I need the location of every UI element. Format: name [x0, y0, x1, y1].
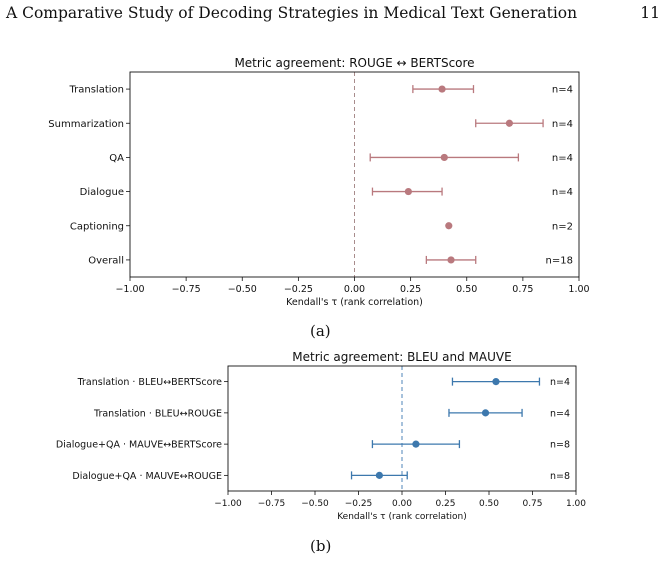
row-label: Translation · BLEU↔BERTScore — [77, 377, 223, 388]
data-point — [481, 409, 490, 417]
x-tick-label: −1.00 — [214, 499, 242, 509]
sample-size-label: n=4 — [552, 153, 573, 164]
x-axis-label: Kendall's τ (rank correlation) — [286, 297, 423, 308]
x-tick-label: 0.00 — [344, 284, 365, 295]
x-tick-label: 0.00 — [392, 499, 412, 509]
x-tick-label: −1.00 — [115, 284, 144, 295]
x-tick-label: −0.25 — [284, 284, 313, 295]
x-tick-label: −0.50 — [301, 499, 329, 509]
sample-size-label: n=2 — [552, 221, 573, 232]
sample-size-label: n=18 — [546, 255, 573, 266]
sample-size-label: n=4 — [552, 119, 573, 130]
chart-b: Metric agreement: BLEU and MAUVE Translat… — [56, 350, 586, 522]
row-label: Dialogue — [80, 187, 124, 198]
x-axis-label: Kendall's τ (rank correlation) — [337, 512, 467, 522]
data-point — [440, 153, 448, 162]
x-tick-label: 0.75 — [522, 499, 542, 509]
row-label: Dialogue+QA · MAUVE↔BERTScore — [56, 440, 222, 451]
data-point — [447, 256, 455, 264]
row-label: Dialogue+QA · MAUVE↔ROUGE — [72, 471, 222, 482]
sample-size-label: n=4 — [550, 377, 570, 388]
caption-b: (b) — [310, 537, 332, 555]
x-tick-label: 0.50 — [479, 499, 499, 509]
data-point — [505, 119, 514, 127]
sample-size-label: n=4 — [550, 408, 570, 419]
sample-size-label: n=8 — [550, 471, 570, 482]
x-tick-label: 1.00 — [566, 499, 586, 509]
sample-size-label: n=4 — [552, 187, 573, 198]
page-number: 11 — [640, 4, 660, 22]
x-tick-label: 1.00 — [568, 284, 589, 295]
chart-title: Metric agreement: BLEU and MAUVE — [292, 350, 511, 364]
data-point — [412, 440, 420, 448]
data-point — [492, 378, 500, 386]
x-tick-label: −0.75 — [258, 499, 286, 509]
chart-title: Metric agreement: ROUGE ↔ BERTScore — [234, 56, 474, 70]
x-tick-label: −0.25 — [345, 499, 373, 509]
sample-size-label: n=4 — [552, 85, 573, 96]
x-tick-label: 0.50 — [456, 284, 477, 295]
data-point — [438, 85, 446, 93]
sample-size-label: n=8 — [550, 440, 570, 451]
row-label: Captioning — [70, 221, 124, 232]
chart-a: Metric agreement: ROUGE ↔ BERTScore Trans… — [48, 56, 589, 308]
x-tick-label: 0.75 — [512, 284, 533, 295]
row-label: Translation · BLEU↔ROUGE — [93, 408, 222, 419]
row-label: Overall — [88, 255, 124, 266]
data-point — [404, 187, 412, 196]
row-label: Summarization — [48, 119, 124, 130]
running-head: A Comparative Study of Decoding Strategi… — [6, 4, 578, 22]
data-point — [445, 222, 453, 230]
x-tick-label: −0.50 — [228, 284, 257, 295]
data-point — [375, 471, 383, 479]
caption-a: (a) — [310, 322, 331, 340]
x-tick-label: 0.25 — [435, 499, 455, 509]
row-label: Translation — [69, 85, 125, 96]
x-tick-label: 0.25 — [400, 284, 421, 295]
x-tick-label: −0.75 — [172, 284, 201, 295]
row-label: QA — [109, 153, 124, 164]
